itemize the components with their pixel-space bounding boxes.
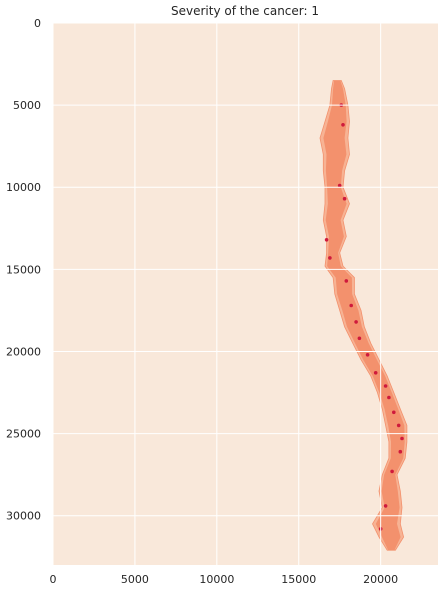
severe-region-mark	[344, 279, 349, 283]
severe-marks	[324, 103, 404, 531]
y-tick-label: 15000	[6, 263, 41, 276]
x-tick-label: 10000	[199, 573, 234, 586]
severe-region-mark	[328, 256, 332, 260]
severe-region-mark	[387, 395, 391, 400]
x-axis: 0 5000 10000 15000 20000	[50, 573, 399, 586]
chart-title: Severity of the cancer: 1	[171, 4, 319, 18]
severe-region-mark	[342, 196, 347, 201]
severe-region-mark	[337, 183, 342, 188]
y-tick-label: 5000	[13, 99, 41, 112]
y-tick-label: 0	[34, 17, 41, 30]
plot-area	[53, 23, 438, 565]
severe-region-mark	[396, 423, 401, 428]
severe-region-mark	[365, 353, 370, 357]
severe-region-mark	[354, 320, 358, 324]
x-tick-label: 0	[50, 573, 57, 586]
x-tick-label: 5000	[121, 573, 149, 586]
severe-region-mark	[398, 449, 403, 454]
x-tick-label: 20000	[363, 573, 398, 586]
severe-region-mark	[324, 238, 329, 242]
severe-region-mark	[390, 469, 394, 474]
y-tick-label: 30000	[6, 510, 41, 523]
y-tick-label: 25000	[6, 428, 41, 441]
y-tick-label: 20000	[6, 345, 41, 358]
severe-region-mark	[383, 384, 388, 388]
gridlines	[52, 22, 438, 565]
x-tick-label: 15000	[281, 573, 316, 586]
severe-region-mark	[400, 436, 404, 441]
severe-region-mark	[357, 336, 362, 341]
y-axis: 0 5000 10000 15000 20000 25000 30000	[6, 17, 41, 523]
y-tick-label: 10000	[6, 181, 41, 194]
severe-region-mark	[373, 371, 378, 375]
severe-region-mark	[349, 303, 354, 308]
severe-region-mark	[341, 123, 345, 127]
severe-region-mark	[392, 410, 396, 415]
severe-region-mark	[383, 504, 388, 508]
